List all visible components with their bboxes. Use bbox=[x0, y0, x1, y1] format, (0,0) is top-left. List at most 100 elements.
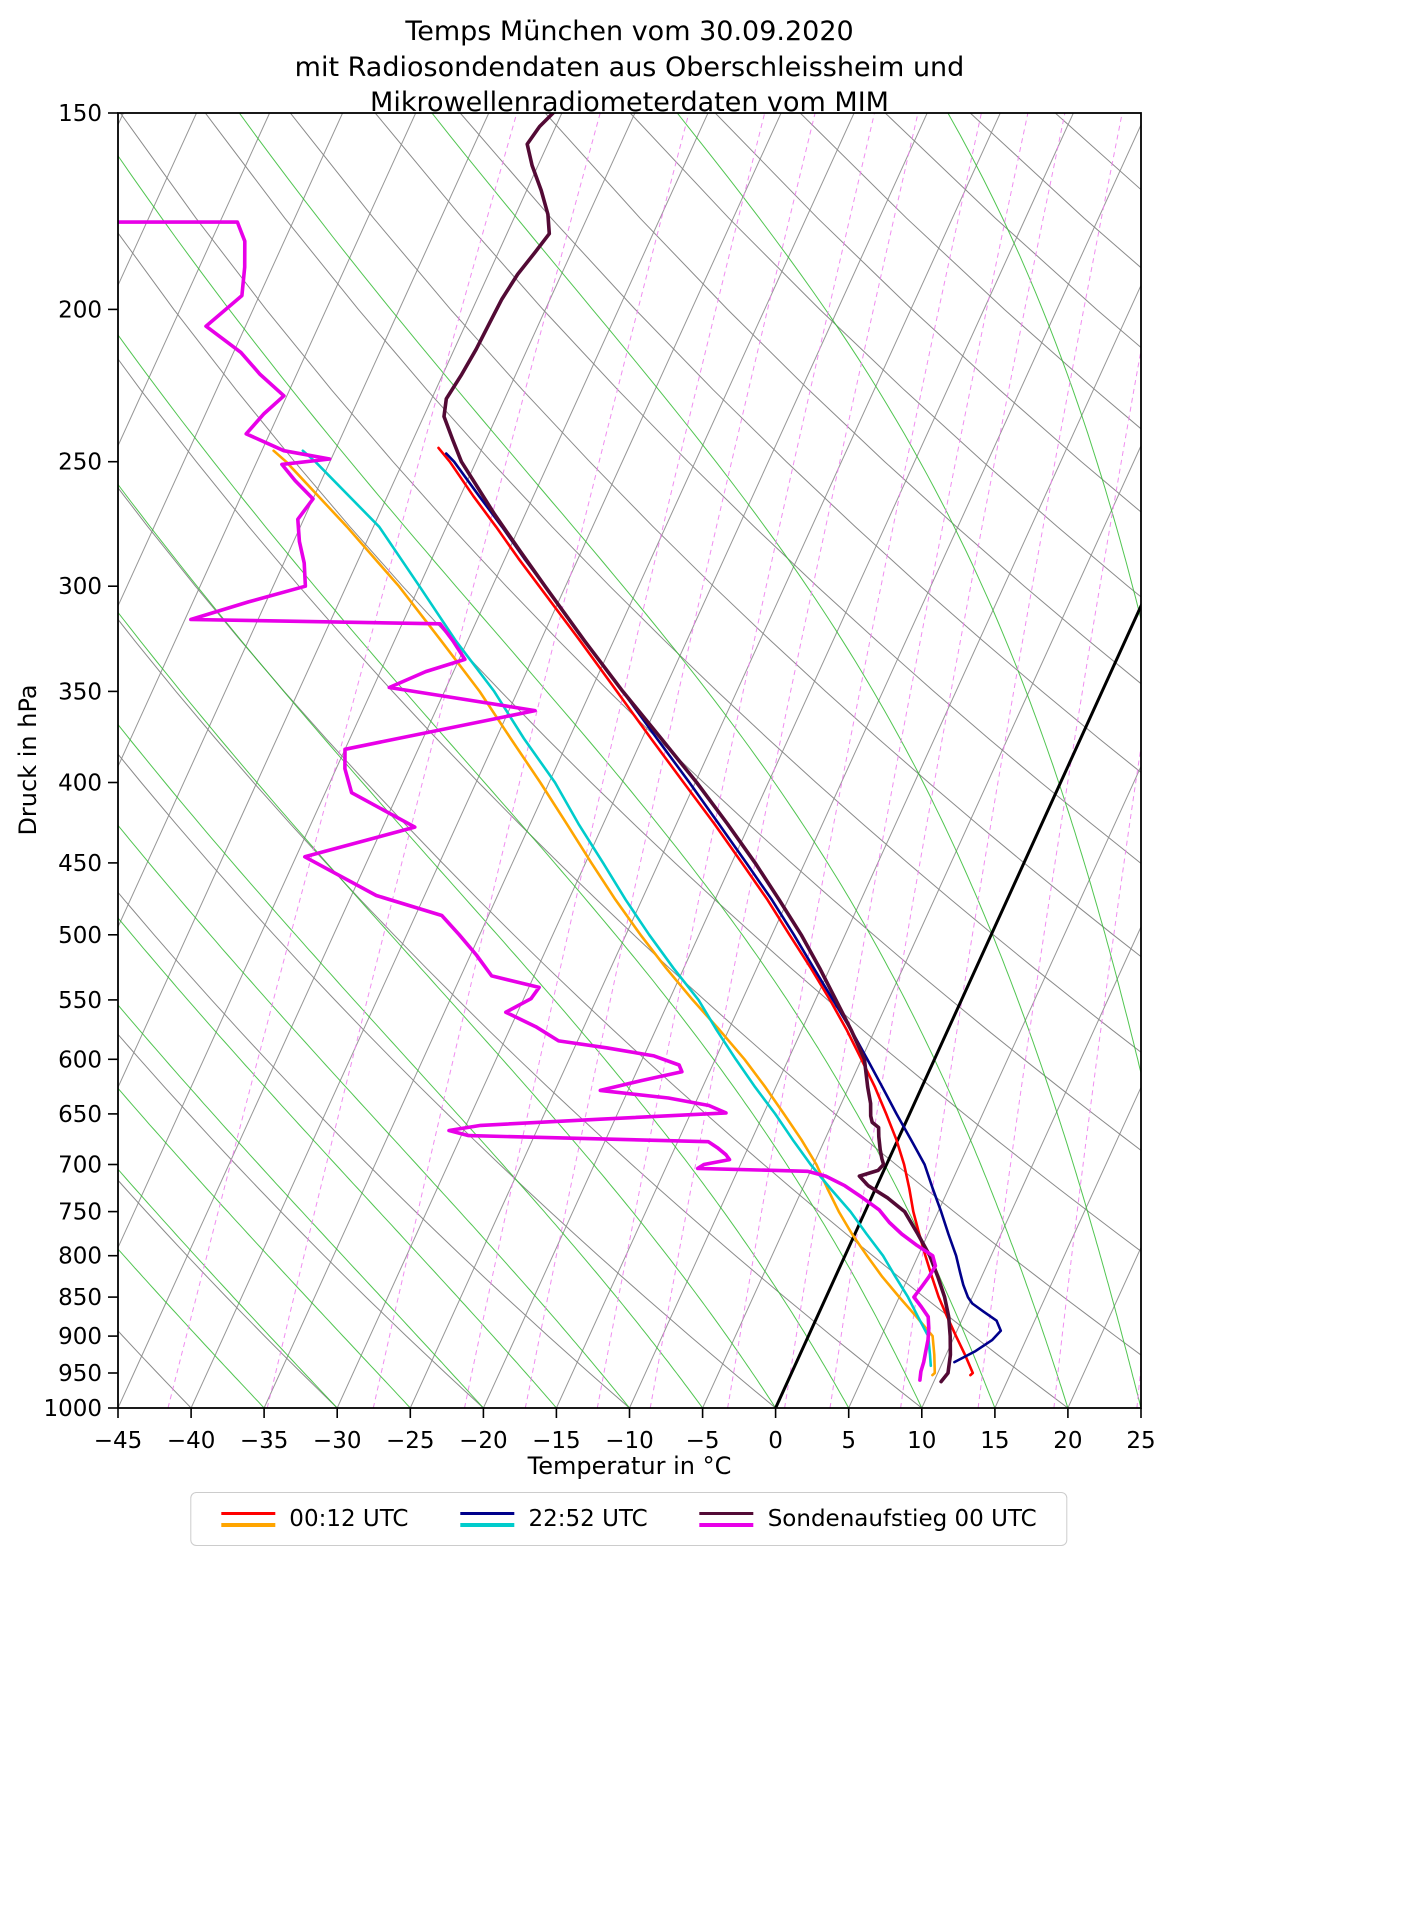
moist-adiabat-line bbox=[118, 611, 777, 1408]
moist-adiabat-line bbox=[118, 154, 996, 1408]
moist-adiabat-line bbox=[238, 113, 1069, 1408]
y-tick-label: 400 bbox=[58, 771, 102, 797]
dry-adiabat-line bbox=[118, 358, 1141, 1356]
isotherm-line bbox=[118, 113, 271, 447]
dry-adiabat-line bbox=[118, 487, 1069, 1408]
isotherm-line bbox=[190, 113, 782, 1408]
legend-line-temp-0012-icon bbox=[221, 1511, 276, 1515]
chart-title-line2: mit Radiosondendaten aus Oberschleisshei… bbox=[294, 51, 965, 83]
y-tick-label: 450 bbox=[58, 851, 102, 877]
x-axis-label: Temperatur in °C bbox=[527, 1452, 732, 1480]
legend-entry-sonde: Sondenaufstieg 00 UTC bbox=[699, 1506, 1037, 1532]
isotherm-line bbox=[702, 444, 1141, 1408]
moist-adiabat-line bbox=[947, 113, 1141, 622]
moist-adiabat-line bbox=[118, 723, 704, 1408]
x-tick-label: 20 bbox=[1053, 1428, 1082, 1454]
dry-adiabat-line bbox=[118, 232, 1141, 1252]
dry-adiabat-line bbox=[118, 1033, 484, 1408]
dry-adiabat-line bbox=[629, 113, 1141, 598]
moist-adiabat-line bbox=[118, 1168, 338, 1408]
series-sonde-dew bbox=[118, 220, 938, 1382]
dry-adiabat-line bbox=[374, 113, 1141, 865]
series-sonde-temp bbox=[442, 113, 953, 1384]
isotherm-line bbox=[848, 765, 1141, 1408]
y-tick-label: 1000 bbox=[43, 1396, 102, 1422]
y-tick-label: 600 bbox=[58, 1047, 102, 1073]
isotherm-line bbox=[118, 113, 636, 1249]
isotherm-line bbox=[336, 113, 928, 1408]
series-layer bbox=[118, 113, 1003, 1384]
isotherm-line bbox=[629, 284, 1141, 1408]
mixing-ratio-line bbox=[1218, 113, 1377, 1408]
x-tick-label: 15 bbox=[980, 1428, 1009, 1454]
isotherm-line bbox=[118, 113, 709, 1408]
x-tick-label: −25 bbox=[386, 1428, 435, 1454]
isotherm-line bbox=[482, 113, 1074, 1408]
legend-swatches-0012 bbox=[221, 1511, 276, 1527]
x-tick-label: −5 bbox=[686, 1428, 720, 1454]
isotherm-line bbox=[118, 113, 344, 608]
moist-adiabat-line bbox=[118, 1087, 411, 1408]
legend-line-sonde-temp-icon bbox=[699, 1511, 754, 1515]
y-tick-label: 650 bbox=[58, 1102, 102, 1128]
y-tick-label: 800 bbox=[58, 1244, 102, 1270]
x-tick-label: −20 bbox=[459, 1428, 508, 1454]
legend-label-sonde: Sondenaufstieg 00 UTC bbox=[767, 1506, 1037, 1532]
legend-line-dew-2252-icon bbox=[460, 1523, 515, 1527]
legend-entry-2252: 22:52 UTC bbox=[460, 1506, 648, 1532]
isotherm-line bbox=[921, 925, 1141, 1408]
y-tick-label: 850 bbox=[58, 1285, 102, 1311]
dry-adiabat-line bbox=[1054, 113, 1141, 191]
y-tick-label: 550 bbox=[58, 988, 102, 1014]
isotherm-line bbox=[118, 113, 563, 1089]
legend-swatches-2252 bbox=[460, 1511, 515, 1527]
mixing-ratio-line bbox=[1136, 1361, 1141, 1408]
x-tick-label: −15 bbox=[532, 1428, 581, 1454]
y-tick-label: 700 bbox=[58, 1153, 102, 1179]
mixing-ratio-line bbox=[900, 113, 1123, 1408]
y-tick-label: 500 bbox=[58, 923, 102, 949]
series-dew-2252 bbox=[301, 449, 933, 1368]
legend-line-sonde-dew-icon bbox=[699, 1523, 754, 1527]
dry-adiabat-line bbox=[969, 113, 1141, 269]
x-tick-label: 0 bbox=[768, 1428, 783, 1454]
x-tick-label: −40 bbox=[167, 1428, 216, 1454]
dry-adiabat-line bbox=[459, 113, 1141, 774]
y-tick-label: 350 bbox=[58, 679, 102, 705]
mixing-ratio-line bbox=[977, 347, 1141, 1408]
isotherm-line bbox=[994, 1086, 1141, 1408]
mixing-ratio-line bbox=[266, 113, 601, 1408]
isotherm-line bbox=[0, 113, 50, 1408]
mixing-ratio-line bbox=[727, 113, 982, 1408]
isotherm-line bbox=[263, 113, 855, 1408]
mixing-ratio-line bbox=[464, 113, 766, 1408]
legend-swatches-sonde bbox=[699, 1511, 754, 1527]
isotherm-line bbox=[118, 113, 417, 768]
mixing-ratio-line bbox=[649, 113, 919, 1408]
moist-adiabat-line bbox=[118, 824, 630, 1408]
grid-layer bbox=[0, 113, 1377, 1408]
y-tick-label: 900 bbox=[58, 1324, 102, 1350]
mixing-ratio-line bbox=[1053, 743, 1141, 1408]
moist-adiabat-line bbox=[118, 483, 850, 1408]
y-tick-label: 200 bbox=[58, 297, 102, 323]
dry-adiabat-line bbox=[119, 113, 1141, 1151]
legend-label-0012: 00:12 UTC bbox=[289, 1506, 409, 1532]
moist-adiabat-line bbox=[118, 1248, 265, 1408]
legend-label-2252: 22:52 UTC bbox=[528, 1506, 648, 1532]
series-temp-0012 bbox=[437, 446, 975, 1377]
moist-adiabat-line bbox=[676, 113, 1141, 1076]
moist-adiabat-line bbox=[118, 1004, 484, 1408]
mixing-ratio-line bbox=[167, 113, 518, 1408]
dry-adiabat-line bbox=[799, 113, 1141, 430]
dry-adiabat-line bbox=[118, 891, 630, 1408]
dry-adiabat-line bbox=[289, 113, 1141, 958]
zero-isotherm-line bbox=[774, 602, 1141, 1408]
isotherm-line bbox=[1140, 1406, 1141, 1408]
legend-line-temp-2252-icon bbox=[460, 1511, 515, 1515]
dry-adiabat-line bbox=[118, 1179, 338, 1408]
mixing-ratio-line bbox=[829, 113, 1066, 1408]
y-tick-label: 300 bbox=[58, 574, 102, 600]
chart-title: Temps München vom 30.09.2020 mit Radioso… bbox=[118, 14, 1141, 121]
